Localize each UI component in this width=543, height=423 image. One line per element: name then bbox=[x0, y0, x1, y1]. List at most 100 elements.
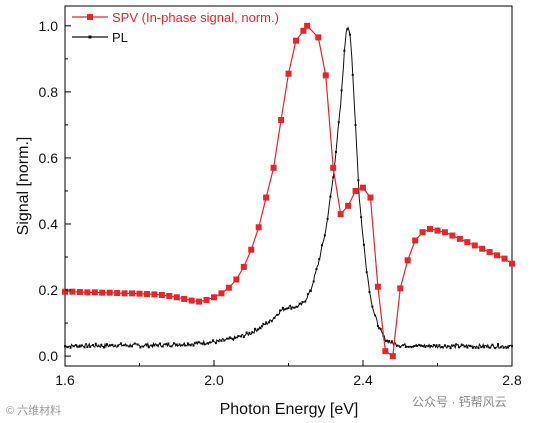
pl-point bbox=[281, 306, 284, 309]
spv-point bbox=[494, 252, 501, 259]
pl-point bbox=[206, 342, 209, 345]
spv-point bbox=[471, 242, 478, 249]
pl-point bbox=[80, 344, 83, 347]
pl-point bbox=[256, 328, 259, 331]
pl-point bbox=[270, 320, 273, 323]
legend-label-spv: SPV (In-phase signal, norm.) bbox=[112, 10, 279, 25]
y-tick-label: 1.0 bbox=[39, 18, 59, 34]
pl-point bbox=[318, 258, 321, 261]
pl-point bbox=[455, 343, 458, 346]
pl-point bbox=[89, 345, 92, 348]
spv-point bbox=[486, 249, 493, 256]
pl-point bbox=[72, 345, 75, 348]
spv-point bbox=[263, 194, 270, 201]
spv-point bbox=[84, 289, 91, 296]
spv-point bbox=[382, 348, 389, 355]
pl-point bbox=[483, 346, 486, 349]
pl-point bbox=[231, 338, 234, 341]
pl-point bbox=[192, 344, 195, 347]
spv-point bbox=[292, 37, 299, 44]
pl-point bbox=[209, 341, 212, 344]
pl-point bbox=[326, 217, 329, 220]
pl-point bbox=[477, 347, 480, 350]
pl-point bbox=[240, 335, 243, 338]
spv-point bbox=[278, 116, 285, 123]
pl-point bbox=[77, 345, 80, 348]
pl-point bbox=[175, 343, 178, 346]
pl-point bbox=[502, 346, 505, 349]
pl-point bbox=[100, 343, 103, 346]
x-tick-label: 2.0 bbox=[204, 372, 224, 388]
pl-point bbox=[276, 313, 279, 316]
pl-point bbox=[259, 327, 262, 330]
spv-point bbox=[203, 296, 210, 303]
spv-point bbox=[374, 283, 381, 290]
pl-point bbox=[471, 346, 474, 349]
pl-point bbox=[321, 244, 324, 247]
pl-point bbox=[480, 346, 483, 349]
pl-point bbox=[108, 344, 111, 347]
spv-point bbox=[91, 289, 98, 296]
pl-point bbox=[94, 342, 97, 345]
x-axis-label: Photon Energy [eV] bbox=[220, 401, 359, 418]
spv-point bbox=[464, 239, 471, 246]
pl-point bbox=[385, 339, 388, 342]
x-tick-label: 2.4 bbox=[353, 372, 373, 388]
pl-point bbox=[86, 346, 89, 349]
pl-point bbox=[416, 344, 419, 347]
pl-point bbox=[360, 216, 363, 219]
spv-point bbox=[300, 27, 307, 34]
pl-point bbox=[421, 345, 424, 348]
pl-point bbox=[105, 343, 108, 346]
pl-point bbox=[117, 344, 120, 347]
pl-point bbox=[273, 316, 276, 319]
pl-point bbox=[407, 345, 410, 348]
spv-point bbox=[285, 70, 292, 77]
pl-point bbox=[449, 347, 452, 350]
spv-point bbox=[330, 164, 337, 171]
watermark-right: 公众号 · 钙帮风云 bbox=[412, 395, 507, 409]
plot-frame bbox=[64, 5, 513, 367]
pl-point bbox=[223, 339, 226, 342]
pl-point bbox=[75, 344, 78, 347]
pl-point bbox=[474, 346, 477, 349]
pl-point bbox=[83, 346, 86, 349]
spv-point bbox=[225, 284, 232, 291]
pl-point bbox=[293, 306, 296, 309]
y-tick-label: 0.0 bbox=[39, 348, 59, 364]
pl-point bbox=[410, 346, 413, 349]
pl-point bbox=[265, 321, 268, 324]
pl-point bbox=[497, 343, 500, 346]
spv-point bbox=[196, 298, 203, 305]
legend-marker-spv bbox=[87, 14, 93, 20]
y-tick-label: 0.4 bbox=[39, 216, 59, 232]
pl-point bbox=[438, 344, 441, 347]
pl-point bbox=[413, 345, 416, 348]
pl-point bbox=[237, 335, 240, 338]
pl-point bbox=[334, 150, 337, 153]
pl-point bbox=[114, 344, 117, 347]
pl-point bbox=[424, 345, 427, 348]
y-axis-label: Signal [norm.] bbox=[15, 137, 32, 236]
spv-point bbox=[181, 295, 188, 302]
pl-point bbox=[111, 343, 114, 346]
spv-point bbox=[397, 285, 404, 292]
pl-point bbox=[505, 346, 508, 349]
spv-point bbox=[129, 290, 136, 297]
pl-point bbox=[348, 33, 351, 36]
pl-point bbox=[337, 121, 340, 124]
pl-point bbox=[181, 344, 184, 347]
x-tick-label: 1.6 bbox=[55, 372, 75, 388]
pl-point bbox=[399, 345, 402, 348]
pl-point bbox=[186, 342, 189, 345]
pl-point bbox=[469, 344, 472, 347]
pl-point bbox=[301, 300, 304, 303]
pl-point bbox=[184, 344, 187, 347]
pl-point bbox=[374, 314, 377, 317]
spv-point bbox=[509, 260, 515, 267]
pl-point bbox=[220, 339, 223, 342]
pl-point bbox=[491, 343, 494, 346]
pl-point bbox=[508, 344, 511, 347]
y-tick-label: 0.6 bbox=[39, 150, 59, 166]
pl-point bbox=[290, 307, 293, 310]
